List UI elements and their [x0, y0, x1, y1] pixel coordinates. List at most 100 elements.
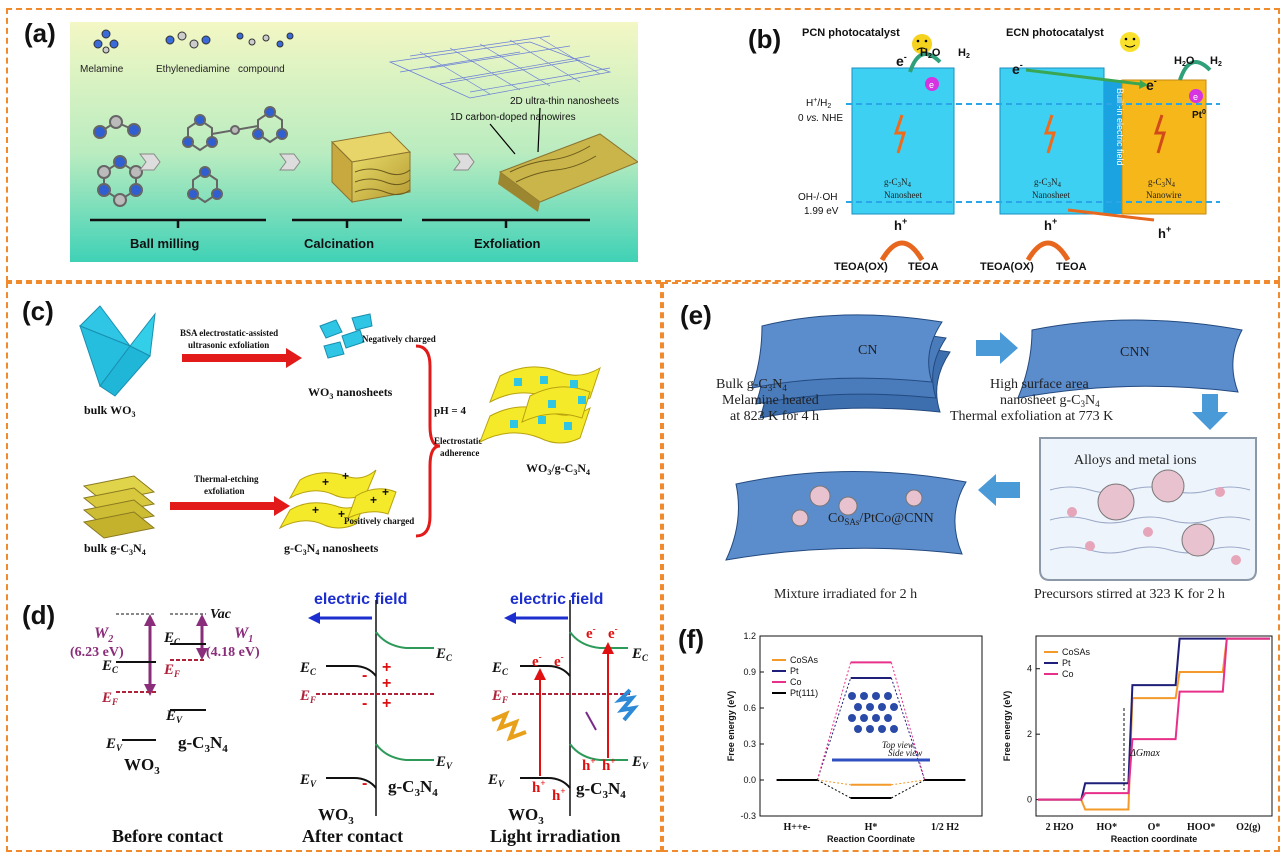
bulk-gcn-stack	[82, 475, 156, 539]
atom	[860, 692, 868, 700]
caption-light: Light irradiation	[490, 826, 621, 846]
alloys-label: Alloys and metal ions	[1074, 453, 1197, 468]
gcn-ns-label: g-C3N4 nanosheets	[284, 541, 379, 557]
legend-label: Pt	[790, 666, 799, 676]
route1-line1: BSA electrostatic-assisted	[180, 328, 278, 338]
composite-label: WO3/g-C3N4	[526, 461, 590, 477]
top-view-label: Top view	[882, 740, 914, 750]
panel-f-chart-right: 0 2 4 2 H2O HO* O* HOO* O2(g) Reaction coordinat…	[1002, 635, 1273, 844]
level-h-label: H+/H2	[806, 97, 831, 110]
svg-text:+: +	[338, 507, 345, 521]
arrow-down-icon	[1192, 394, 1228, 430]
y-tick-label: 0.0	[743, 775, 756, 785]
wo3-nanosheets-shape	[319, 313, 373, 359]
route2-arrow	[170, 502, 274, 510]
happy-face-icon	[1120, 32, 1140, 52]
sad-face-icon	[912, 34, 932, 54]
bulk-line3: at 823 K for 4 h	[730, 409, 819, 424]
svg-text:e-: e-	[586, 624, 596, 642]
before-contact: Vac W2 (6.23 eV) W1 (4.18 eV) EC EF EC E…	[70, 607, 260, 777]
svg-text:h+: h+	[532, 778, 545, 796]
exfoliated-sheets	[498, 133, 638, 212]
x-tick-label: H++e-	[784, 822, 811, 833]
panel-d-label: (d)	[22, 600, 56, 630]
svg-text:h+: h+	[582, 756, 595, 774]
bulk-gcn-label: bulk g-C3N4	[84, 541, 146, 557]
x-axis-label: Reaction Coordinate	[827, 834, 915, 844]
legend-label: Co	[790, 677, 802, 687]
w1-label: W1	[234, 625, 253, 645]
series-line-Co	[1038, 637, 1270, 801]
legend-label: CoSAs	[1062, 647, 1091, 657]
svg-text:EV: EV	[299, 772, 317, 789]
y-tick-label: 0	[1027, 795, 1032, 805]
product-label: CoSAs/PtCo@CNN	[828, 511, 934, 527]
caption-before: Before contact	[112, 826, 223, 846]
field-label-2: electric field	[510, 591, 603, 608]
ecn-title: ECN photocatalyst	[1006, 27, 1104, 39]
svg-text:+: +	[370, 493, 377, 507]
x-tick-label: HOO*	[1187, 822, 1215, 833]
bulk-line1: Bulk g-C3N4	[716, 377, 787, 393]
compound-molecule	[182, 106, 288, 204]
atom	[854, 703, 862, 711]
svg-text:+: +	[322, 475, 329, 489]
arrow-icon	[453, 153, 475, 171]
hs-line3: Thermal exfoliation at 773 K	[950, 409, 1113, 424]
atom	[848, 692, 856, 700]
svg-text:+: +	[312, 503, 319, 517]
gcn-nanosheets-shape: + ++ +++	[278, 469, 397, 530]
hs-line2: nanosheet g-C3N4	[1000, 393, 1100, 409]
connector-Pt	[890, 677, 926, 781]
cn-label: CN	[858, 343, 877, 358]
y-tick-label: 0.9	[743, 667, 756, 677]
reactant-molecules	[93, 115, 143, 207]
atom	[854, 725, 862, 733]
vac-label: Vac	[210, 607, 232, 622]
route1-arrow	[182, 354, 286, 362]
x-tick-label: O*	[1148, 822, 1161, 833]
svg-text:Nanosheet: Nanosheet	[1032, 190, 1070, 200]
beaker	[1039, 437, 1257, 581]
pcn-electron: e-	[896, 52, 907, 69]
y-tick-label: 0.3	[743, 739, 756, 749]
svg-text:EV: EV	[435, 754, 453, 771]
panel-f-label: (f)	[678, 624, 704, 654]
atom	[878, 725, 886, 733]
mix-label: Mixture irradiated for 2 h	[774, 587, 917, 602]
svg-text:+: +	[382, 659, 391, 676]
svg-text:e-: e-	[532, 652, 542, 670]
ph-label: pH = 4	[434, 405, 466, 417]
route1-line2: ultrasonic exfoliation	[188, 340, 269, 350]
adherence-1: Electrostatic	[434, 436, 482, 446]
negatively-charged: Negatively charged	[362, 334, 436, 344]
cnn-label: CNN	[1120, 345, 1150, 360]
ecn-h2o: H2O	[1174, 55, 1195, 68]
atom	[872, 714, 880, 722]
ecn-teoa: TEOA	[1056, 261, 1087, 273]
plot-frame	[1035, 635, 1273, 817]
pcn-h2: H2	[958, 47, 970, 60]
panel-ab-frame	[6, 8, 1280, 282]
pcn-teoa-ox: TEOA(OX)	[834, 261, 888, 273]
field-label-1: electric field	[314, 591, 407, 608]
svg-text:Nanowire: Nanowire	[1146, 190, 1182, 200]
x-tick-label: 2 H2O	[1046, 822, 1074, 833]
route2-line1: Thermal-etching	[194, 474, 259, 484]
svg-text:EF: EF	[101, 690, 118, 707]
x-axis-label: Reaction coordinate	[1111, 834, 1198, 844]
x-tick-label: O2(g)	[1236, 822, 1260, 833]
x-tick-label: HO*	[1097, 822, 1118, 833]
after-contact: electric field EC EC EF EV EV +++--- g-C…	[299, 591, 453, 827]
step-bars	[90, 218, 590, 228]
atom	[872, 692, 880, 700]
connector-CoSAs	[817, 779, 851, 786]
cnn-sheet	[1017, 319, 1243, 399]
connector-Co	[816, 662, 852, 781]
pcn-teoa-arrow	[879, 240, 925, 262]
svg-text:WO3: WO3	[124, 755, 160, 777]
svg-text:g-C3N4: g-C3N4	[388, 777, 438, 799]
composite-sheets	[479, 366, 601, 444]
svg-text:-: -	[362, 775, 367, 792]
molecule-structure-icon	[848, 692, 898, 733]
